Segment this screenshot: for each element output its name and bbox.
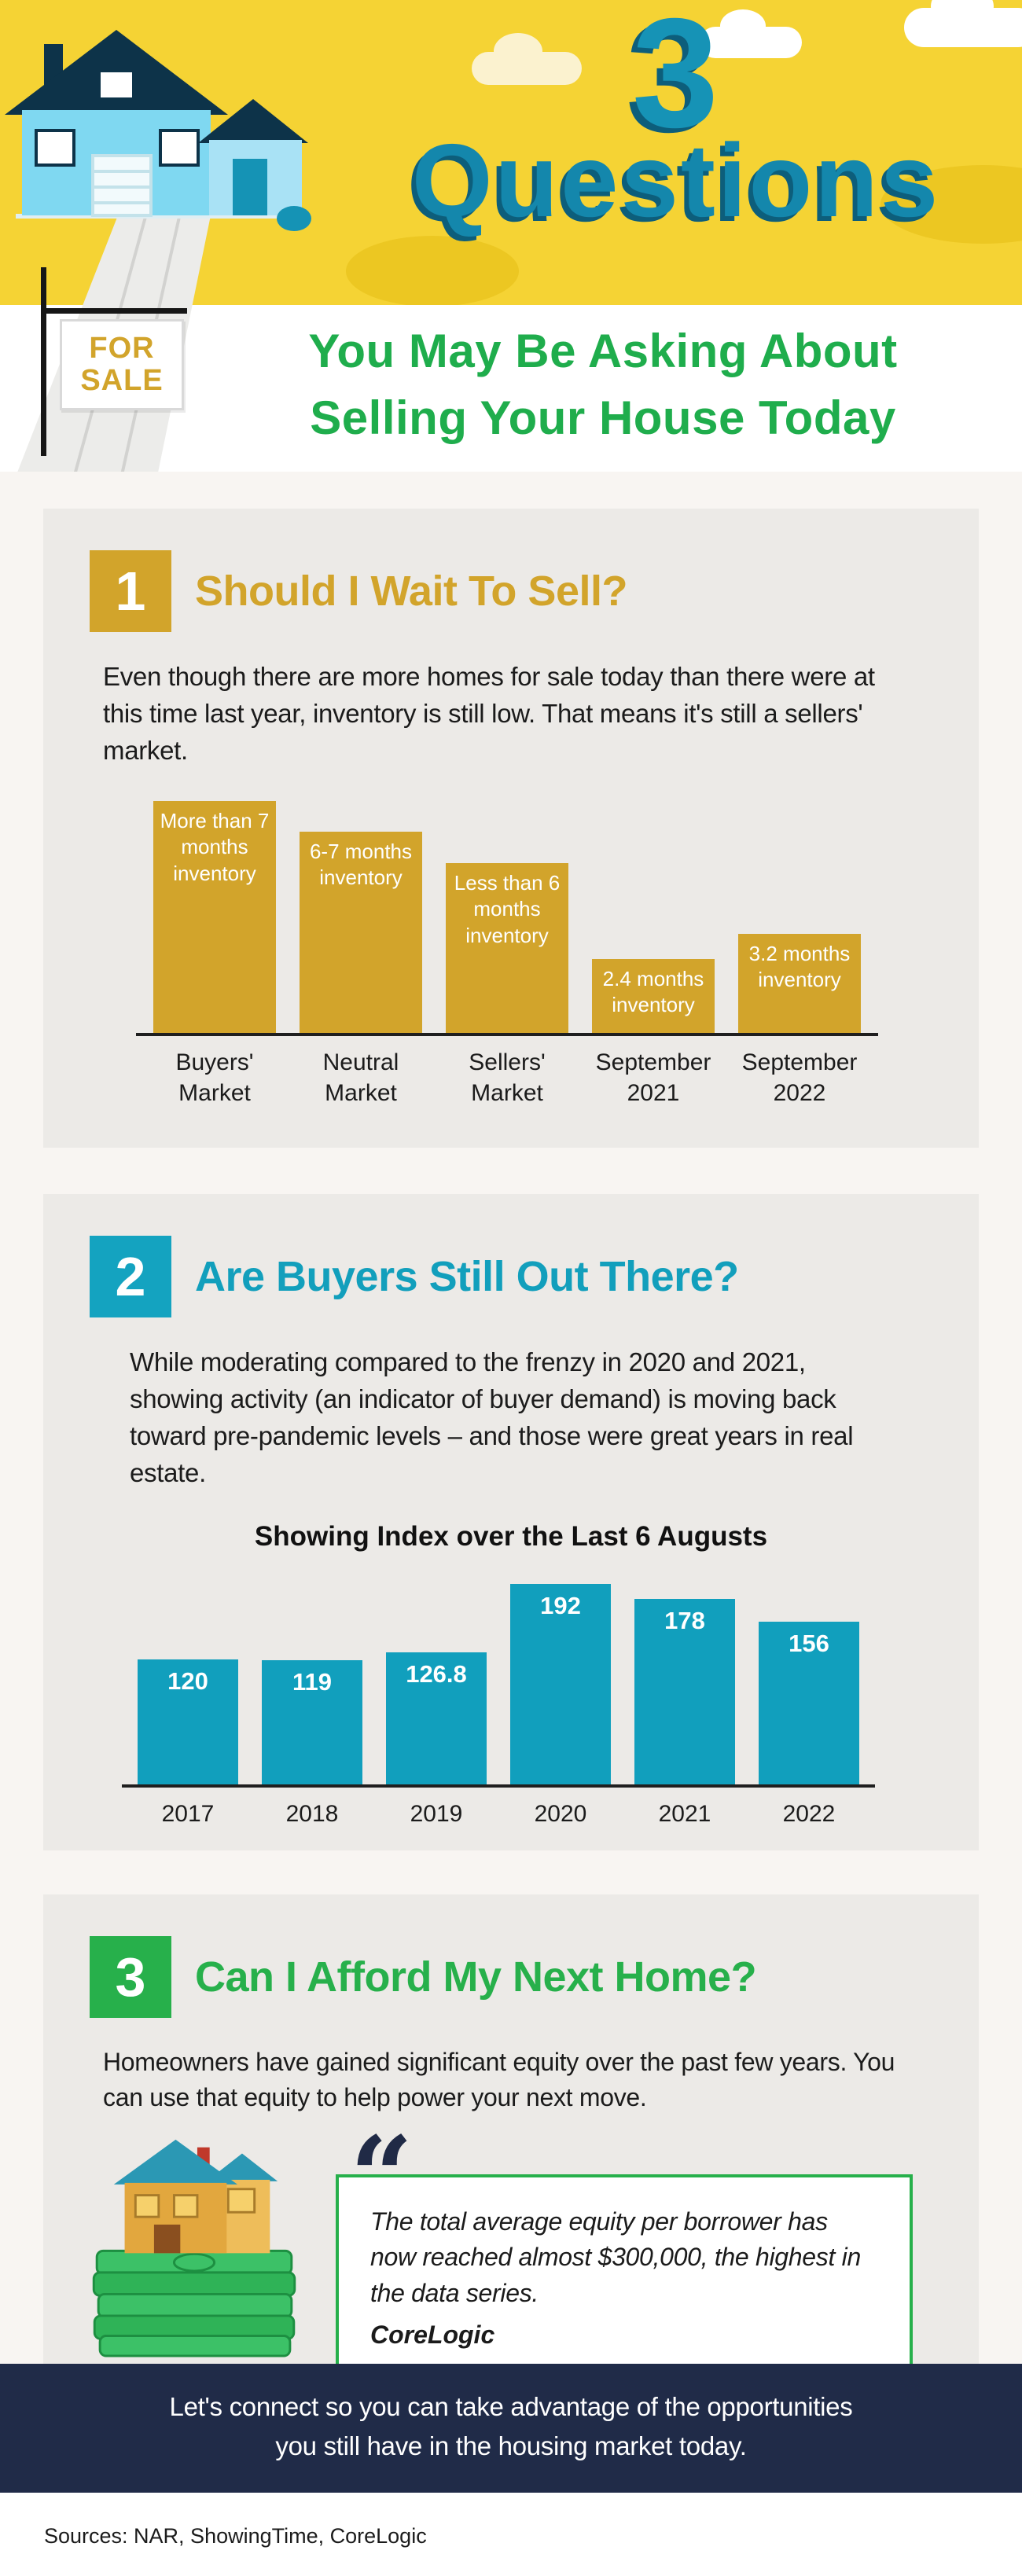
bar: 2.4 months inventory: [592, 958, 715, 1033]
cloud-icon: [700, 9, 802, 58]
bar-column: 3.2 months inventory: [738, 933, 861, 1033]
quote-box: “ The total average equity per borrower …: [336, 2122, 913, 2364]
bar-label: 6-7 months inventory: [309, 839, 413, 890]
bar-value: 156: [789, 1630, 829, 1658]
bar-column: Less than 6 months inventory: [446, 862, 568, 1033]
category-label: September 2022: [741, 1049, 858, 1106]
footer-line-1: Let's connect so you can take advantage …: [169, 2392, 853, 2421]
category-label: 2020: [534, 1801, 587, 1828]
section-body: While moderating compared to the frenzy …: [130, 1347, 854, 1487]
hero-title-block: 3 Questions: [338, 0, 1014, 233]
section-body: Even though there are more homes for sal…: [103, 662, 875, 765]
category-label: 2017: [161, 1801, 215, 1828]
bar-column: 126.8: [386, 1652, 487, 1785]
chart-title: Showing Index over the Last 6 Augusts: [254, 1521, 768, 1553]
bar-label: 2.4 months inventory: [602, 966, 704, 1017]
hero-title: Questions: [411, 123, 941, 238]
bar-value: 126.8: [406, 1660, 467, 1689]
section-number-badge: 2: [90, 1236, 171, 1317]
category-label: September 2021: [595, 1049, 711, 1106]
sign-post: [41, 267, 46, 456]
chart-category-labels: Buyers' Market Neutral Market Sellers' Mar…: [153, 1047, 861, 1108]
showing-index-bar-chart: 120 119 126.8 192 178 156 2017 2018 2019 2020 202…: [122, 1584, 875, 1829]
bar: 119: [262, 1660, 362, 1785]
bar-label: 3.2 months inventory: [748, 941, 851, 992]
bar-value: 178: [664, 1607, 705, 1635]
cloud-icon: [472, 33, 582, 85]
footer-line-2: you still have in the housing market tod…: [275, 2431, 747, 2460]
bar: 3.2 months inventory: [738, 933, 861, 1033]
bar: 156: [759, 1622, 859, 1785]
section-heading: Are Buyers Still Out There?: [195, 1253, 739, 1300]
section-3-header: 3 Can I Afford My Next Home?: [43, 1894, 979, 2018]
bar: 178: [634, 1599, 735, 1785]
bar-column: 119: [262, 1660, 362, 1785]
chart-bars: 120 119 126.8 192 178 156: [138, 1584, 859, 1785]
section-2-header: 2 Are Buyers Still Out There?: [43, 1194, 979, 1317]
bar-column: 6-7 months inventory: [300, 831, 422, 1033]
category-label: 2022: [782, 1801, 836, 1828]
x-axis: [136, 1032, 878, 1036]
bar: More than 7 months inventory: [153, 800, 276, 1033]
bar: 6-7 months inventory: [300, 831, 422, 1033]
section-1-header: 1 Should I Wait To Sell?: [43, 509, 979, 632]
category-label: Neutral Market: [322, 1049, 399, 1106]
bar-column: 156: [759, 1622, 859, 1785]
section-heading: Can I Afford My Next Home?: [195, 1953, 757, 2001]
big-number: 3: [631, 0, 721, 160]
bar: 120: [138, 1659, 238, 1785]
section-3-content-row: “ The total average equity per borrower …: [89, 2122, 979, 2364]
section-2-are-buyers-still-out-there: 2 Are Buyers Still Out There? While mode…: [43, 1194, 979, 1850]
cloud-icon: [904, 0, 1022, 47]
bar-column: More than 7 months inventory: [153, 800, 276, 1033]
x-axis: [122, 1784, 875, 1788]
subtitle-line-2: Selling Your House Today: [310, 391, 896, 445]
bar-value: 120: [167, 1667, 208, 1696]
bar-value: 192: [540, 1592, 581, 1620]
bar-value: 119: [292, 1668, 332, 1696]
quote-icon: “: [350, 2112, 414, 2242]
yellow-texture-blob: [346, 236, 519, 307]
section-number-badge: 1: [90, 550, 171, 632]
hero-subtitle: You May Be Asking About Selling Your Hou…: [197, 318, 1009, 451]
sign-board: FOR SALE: [60, 319, 184, 410]
bar-column: 192: [510, 1584, 611, 1785]
for-sale-text-line-1: FOR: [89, 331, 155, 365]
category-label: Buyers' Market: [175, 1049, 254, 1106]
bar: 126.8: [386, 1652, 487, 1785]
subtitle-line-1: You May Be Asking About: [308, 325, 898, 377]
bar-column: 120: [138, 1659, 238, 1785]
category-label: 2019: [410, 1801, 463, 1828]
section-number-badge: 3: [90, 1936, 171, 2018]
bar: Less than 6 months inventory: [446, 862, 568, 1033]
section-heading: Should I Wait To Sell?: [195, 568, 627, 615]
category-label: 2018: [285, 1801, 339, 1828]
hero-header: 3 Questions You May Be Asking About Sell…: [0, 0, 1022, 472]
quote-text: The total average equity per borrower ha…: [370, 2207, 861, 2307]
footer-call-to-action: Let's connect so you can take advantage …: [0, 2364, 1022, 2493]
category-label: 2021: [658, 1801, 711, 1828]
house-on-money-illustration: [92, 2139, 296, 2357]
bar-label: Less than 6 months inventory: [454, 870, 561, 948]
section-3-can-i-afford-my-next-home: 3 Can I Afford My Next Home? Homeowners …: [43, 1894, 979, 2364]
chart-bars: More than 7 months inventory 6-7 months i…: [153, 800, 861, 1033]
for-sale-text-line-2: SALE: [80, 364, 164, 397]
inventory-bar-chart: More than 7 months inventory 6-7 months i…: [136, 800, 878, 1108]
bar-label: More than 7 months inventory: [160, 808, 270, 886]
chart-category-labels: 2017 2018 2019 2020 2021 2022: [138, 1799, 859, 1829]
quote-attribution: CoreLogic: [370, 2321, 495, 2350]
category-label: Sellers' Market: [469, 1049, 546, 1106]
sources-line: Sources: NAR, ShowingTime, CoreLogic: [0, 2493, 1022, 2576]
bar-column: 2.4 months inventory: [592, 958, 715, 1033]
section-body: Homeowners have gained significant equit…: [103, 2048, 895, 2112]
bar-column: 178: [634, 1599, 735, 1785]
section-1-should-i-wait-to-sell: 1 Should I Wait To Sell? Even though the…: [43, 509, 979, 1148]
bar: 192: [510, 1584, 611, 1785]
sign-arm: [41, 308, 187, 314]
